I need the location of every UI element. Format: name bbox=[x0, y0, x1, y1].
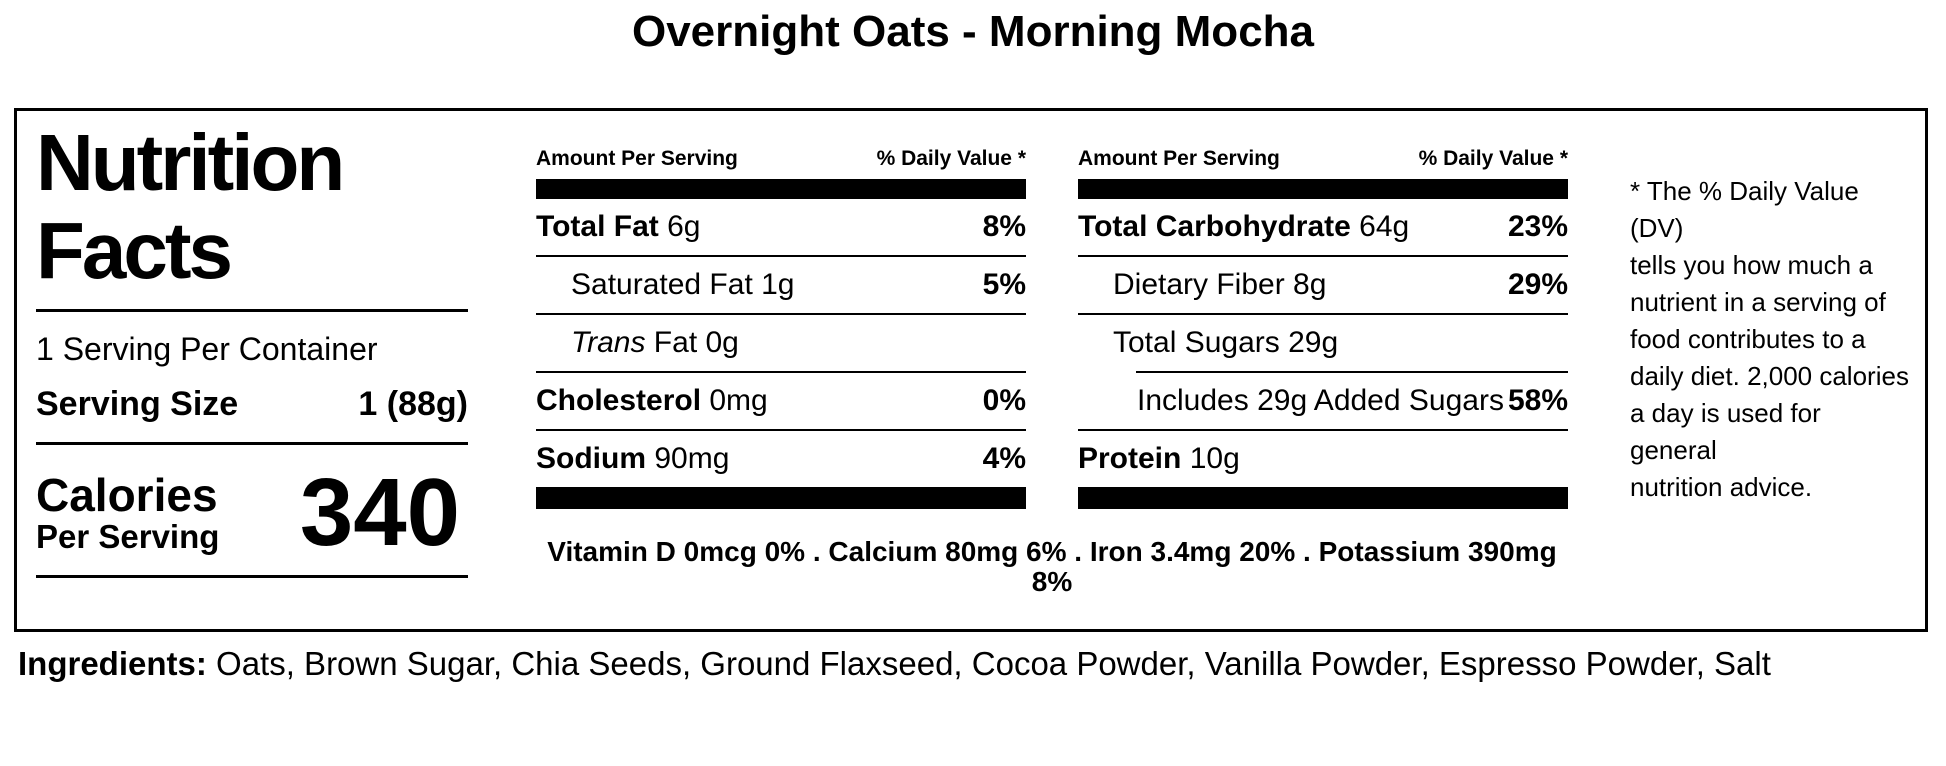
daily-value: 29% bbox=[1507, 268, 1568, 301]
footnote-line: daily diet. 2,000 calories bbox=[1630, 361, 1909, 391]
nutrition-facts-heading: Nutrition Facts bbox=[36, 119, 468, 295]
divider bbox=[536, 313, 1026, 315]
nutrient-row-trans-fat: Trans Fat 0g bbox=[571, 326, 739, 359]
amount-per-serving-header: Amount Per Serving bbox=[536, 147, 738, 170]
divider bbox=[36, 442, 468, 445]
daily-value: 8% bbox=[982, 210, 1026, 243]
footnote-line: food contributes to a bbox=[1630, 324, 1866, 354]
nutrient-row-total-sugars: Total Sugars 29g bbox=[1113, 326, 1339, 359]
divider bbox=[36, 309, 468, 312]
divider bbox=[1136, 371, 1568, 373]
nutrient-column-fat: Amount Per Serving % Daily Value * Total… bbox=[536, 111, 1026, 509]
serving-size-row: Serving Size 1 (88g) bbox=[36, 384, 468, 424]
daily-value-footnote: * The % Daily Value (DV) tells you how m… bbox=[1630, 111, 1910, 506]
calories-row: Calories Per Serving 340 bbox=[36, 457, 468, 569]
ingredients-text: Oats, Brown Sugar, Chia Seeds, Ground Fl… bbox=[216, 645, 1771, 682]
amount-per-serving-header: Amount Per Serving bbox=[1078, 147, 1280, 170]
nutrient-row-dietary-fiber: Dietary Fiber 8g 29% bbox=[1113, 268, 1568, 301]
serving-size-value: 1 (88g) bbox=[358, 385, 468, 423]
heading-line-2: Facts bbox=[36, 206, 233, 295]
page-title: Overnight Oats - Morning Mocha bbox=[631, 7, 1315, 56]
footnote-line: nutrition advice. bbox=[1630, 472, 1813, 502]
daily-value: 4% bbox=[982, 442, 1026, 475]
nutrient-columns: Amount Per Serving % Daily Value * Total… bbox=[536, 111, 1568, 509]
nutrient-row-saturated-fat: Saturated Fat 1g 5% bbox=[571, 268, 1026, 301]
calories-label-line-2: Per Serving bbox=[36, 518, 220, 555]
nutrient-row-total-fat: Total Fat 6g 8% bbox=[536, 210, 1026, 243]
thick-divider-bar bbox=[536, 179, 1026, 199]
nutrient-row-cholesterol: Cholesterol 0mg 0% bbox=[536, 384, 1026, 417]
ingredients-label: Ingredients: bbox=[18, 645, 207, 682]
column-header: Amount Per Serving % Daily Value * bbox=[1078, 147, 1568, 171]
divider bbox=[1078, 255, 1568, 257]
nutrients-section: Amount Per Serving % Daily Value * Total… bbox=[536, 111, 1568, 597]
nutrient-row-total-carbohydrate: Total Carbohydrate 64g 23% bbox=[1078, 210, 1568, 243]
daily-value: 23% bbox=[1507, 210, 1568, 243]
divider bbox=[536, 255, 1026, 257]
nutrient-row-added-sugars: Includes 29g Added Sugars 58% bbox=[1137, 384, 1568, 417]
footnote-line: nutrient in a serving of bbox=[1630, 287, 1886, 317]
daily-value-header: % Daily Value * bbox=[1418, 147, 1568, 170]
footnote-line: a day is used for general bbox=[1630, 398, 1821, 465]
nutrition-facts-panel: Nutrition Facts 1 Serving Per Container … bbox=[14, 108, 1928, 632]
divider bbox=[1078, 313, 1568, 315]
label-summary-column: Nutrition Facts 1 Serving Per Container … bbox=[36, 111, 468, 578]
thick-divider-bar bbox=[536, 487, 1026, 509]
heading-line-1: Nutrition bbox=[36, 118, 345, 207]
nutrient-row-protein: Protein 10g bbox=[1078, 442, 1240, 475]
daily-value: 0% bbox=[982, 384, 1026, 417]
daily-value: 58% bbox=[1507, 384, 1568, 417]
footnote-line: * The % Daily Value (DV) bbox=[1630, 176, 1859, 243]
calories-value: 340 bbox=[299, 459, 460, 566]
daily-value-header: % Daily Value * bbox=[876, 147, 1026, 170]
serving-size-label: Serving Size bbox=[36, 385, 239, 423]
calories-label: Calories Per Serving bbox=[36, 471, 219, 555]
divider bbox=[1078, 429, 1568, 431]
column-header: Amount Per Serving % Daily Value * bbox=[536, 147, 1026, 171]
footnote-line: tells you how much a bbox=[1630, 250, 1873, 280]
daily-value: 5% bbox=[982, 268, 1026, 301]
divider bbox=[36, 575, 468, 578]
divider bbox=[536, 371, 1026, 373]
nutrient-row-sodium: Sodium 90mg 4% bbox=[536, 442, 1026, 475]
micronutrients-line: Vitamin D 0mcg 0% . Calcium 80mg 6% . Ir… bbox=[547, 536, 1557, 597]
servings-per-container: 1 Serving Per Container bbox=[36, 331, 378, 367]
thick-divider-bar bbox=[1078, 179, 1568, 199]
nutrient-column-carbohydrate: Amount Per Serving % Daily Value * Total… bbox=[1078, 111, 1568, 509]
ingredients-line: Ingredients: Oats, Brown Sugar, Chia See… bbox=[18, 646, 1771, 682]
divider bbox=[536, 429, 1026, 431]
thick-divider-bar bbox=[1078, 487, 1568, 509]
calories-label-line-1: Calories bbox=[36, 469, 218, 521]
